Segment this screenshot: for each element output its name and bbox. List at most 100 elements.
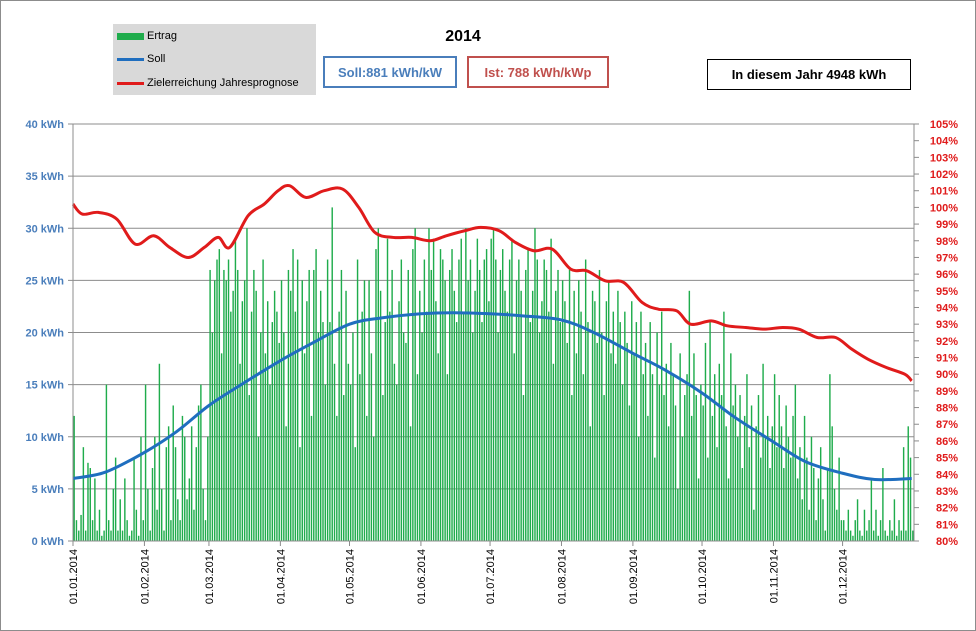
ertrag-bar bbox=[573, 290, 575, 541]
ertrag-bar bbox=[407, 269, 409, 541]
ertrag-bar bbox=[614, 363, 617, 541]
ertrag-bar bbox=[654, 457, 656, 541]
ertrag-bar bbox=[80, 514, 82, 541]
ertrag-bar bbox=[690, 415, 693, 541]
ertrag-bar bbox=[114, 457, 117, 541]
ertrag-bar bbox=[184, 436, 186, 541]
ertrag-bar bbox=[843, 520, 845, 541]
y-left-tick-label: 35 kWh bbox=[25, 171, 64, 183]
ertrag-bar bbox=[478, 269, 481, 541]
ertrag-bar bbox=[163, 530, 165, 541]
ertrag-bar bbox=[84, 530, 87, 541]
ertrag-bar bbox=[723, 311, 725, 541]
y-left-tick-label: 25 kWh bbox=[25, 275, 64, 287]
ertrag-bar bbox=[764, 436, 767, 541]
ertrag-bar bbox=[702, 405, 704, 541]
series-lines bbox=[71, 183, 913, 482]
y-left-tick-label: 40 kWh bbox=[25, 119, 64, 131]
ertrag-bar bbox=[845, 530, 847, 541]
ertrag-bar bbox=[389, 311, 391, 541]
ertrag-bar bbox=[444, 280, 446, 541]
x-tick-label: 01.10.2014 bbox=[697, 549, 709, 604]
ertrag-bar bbox=[432, 238, 435, 542]
ertrag-bar bbox=[518, 259, 520, 541]
ertrag-bar bbox=[859, 530, 861, 541]
ertrag-bar bbox=[167, 426, 170, 541]
ertrag-bar bbox=[340, 269, 343, 541]
ertrag-bar bbox=[826, 468, 829, 541]
axes: 0 kWh 5 kWh 10 kWh 15 kWh 20 kWh 25 kWh 30 kWh… bbox=[25, 119, 958, 604]
ertrag-bar bbox=[352, 332, 354, 541]
y-left-tick-label: 15 kWh bbox=[25, 380, 64, 392]
ertrag-bar bbox=[292, 249, 294, 541]
ertrag-bar bbox=[331, 207, 333, 541]
ertrag-bar bbox=[748, 447, 750, 541]
ertrag-bar bbox=[591, 290, 594, 541]
ertrag-bar bbox=[398, 301, 400, 541]
ertrag-bar bbox=[626, 342, 628, 541]
ertrag-bar bbox=[783, 468, 785, 541]
ertrag-bar bbox=[75, 520, 78, 541]
ertrag-bar bbox=[400, 259, 403, 541]
y-right-tick-label: 86% bbox=[936, 436, 958, 448]
ertrag-bar bbox=[617, 290, 619, 541]
ertrag-bar bbox=[868, 520, 870, 541]
ertrag-bar bbox=[596, 342, 598, 541]
ertrag-bar bbox=[813, 468, 815, 541]
ertrag-bar bbox=[559, 322, 562, 541]
x-tick-label: 01.12.2014 bbox=[838, 549, 850, 604]
ertrag-bar bbox=[506, 311, 509, 541]
ertrag-bar bbox=[497, 332, 499, 541]
ertrag-bar bbox=[140, 436, 142, 541]
ertrag-bar bbox=[750, 405, 753, 541]
x-tick-label: 01.09.2014 bbox=[628, 549, 640, 604]
ertrag-bar bbox=[808, 509, 810, 541]
ertrag-bar bbox=[107, 520, 110, 541]
ertrag-bar bbox=[704, 342, 707, 541]
ertrag-bar bbox=[584, 259, 587, 541]
ertrag-bar bbox=[817, 478, 820, 541]
ertrag-bar bbox=[725, 426, 727, 541]
ertrag-bar bbox=[716, 447, 718, 541]
ertrag-bar bbox=[762, 363, 764, 541]
ertrag-bar bbox=[313, 269, 315, 541]
ertrag-bar bbox=[644, 342, 647, 541]
ertrag-bar bbox=[674, 405, 677, 541]
ertrag-bar bbox=[656, 332, 658, 541]
ertrag-bar bbox=[531, 290, 534, 541]
ertrag-bar bbox=[262, 259, 264, 541]
ertrag-bar bbox=[633, 353, 635, 541]
ertrag-bar bbox=[907, 426, 909, 541]
ertrag-bar bbox=[419, 290, 421, 541]
ertrag-bar bbox=[386, 238, 389, 542]
ertrag-bar bbox=[172, 405, 174, 541]
ertrag-bar bbox=[886, 535, 889, 541]
ertrag-bar bbox=[243, 280, 246, 541]
ertrag-bar bbox=[200, 384, 202, 541]
ertrag-bar bbox=[875, 509, 877, 541]
ertrag-bar bbox=[306, 301, 308, 541]
ertrag-bar bbox=[582, 374, 585, 541]
y-right-tick-label: 99% bbox=[936, 219, 958, 231]
ertrag-bar bbox=[529, 322, 532, 541]
ertrag-bar bbox=[836, 509, 838, 541]
ertrag-bar bbox=[117, 530, 119, 541]
ertrag-bar bbox=[580, 311, 582, 541]
ertrag-bar bbox=[612, 311, 615, 541]
ertrag-bar bbox=[637, 436, 640, 541]
y-right-tick-label: 95% bbox=[936, 286, 958, 298]
ertrag-bar bbox=[207, 436, 209, 541]
ertrag-bar bbox=[393, 363, 396, 541]
ertrag-bar bbox=[898, 520, 900, 541]
ertrag-bar bbox=[363, 280, 366, 541]
ertrag-bar bbox=[361, 311, 363, 541]
ertrag-bar bbox=[513, 353, 515, 541]
ertrag-bar bbox=[428, 228, 430, 541]
ertrag-bar bbox=[188, 478, 191, 541]
ertrag-bar bbox=[601, 332, 603, 541]
ertrag-bar bbox=[405, 342, 407, 541]
ertrag-bar bbox=[121, 530, 124, 541]
ertrag-bar bbox=[94, 478, 96, 541]
ertrag-bar bbox=[794, 384, 797, 541]
